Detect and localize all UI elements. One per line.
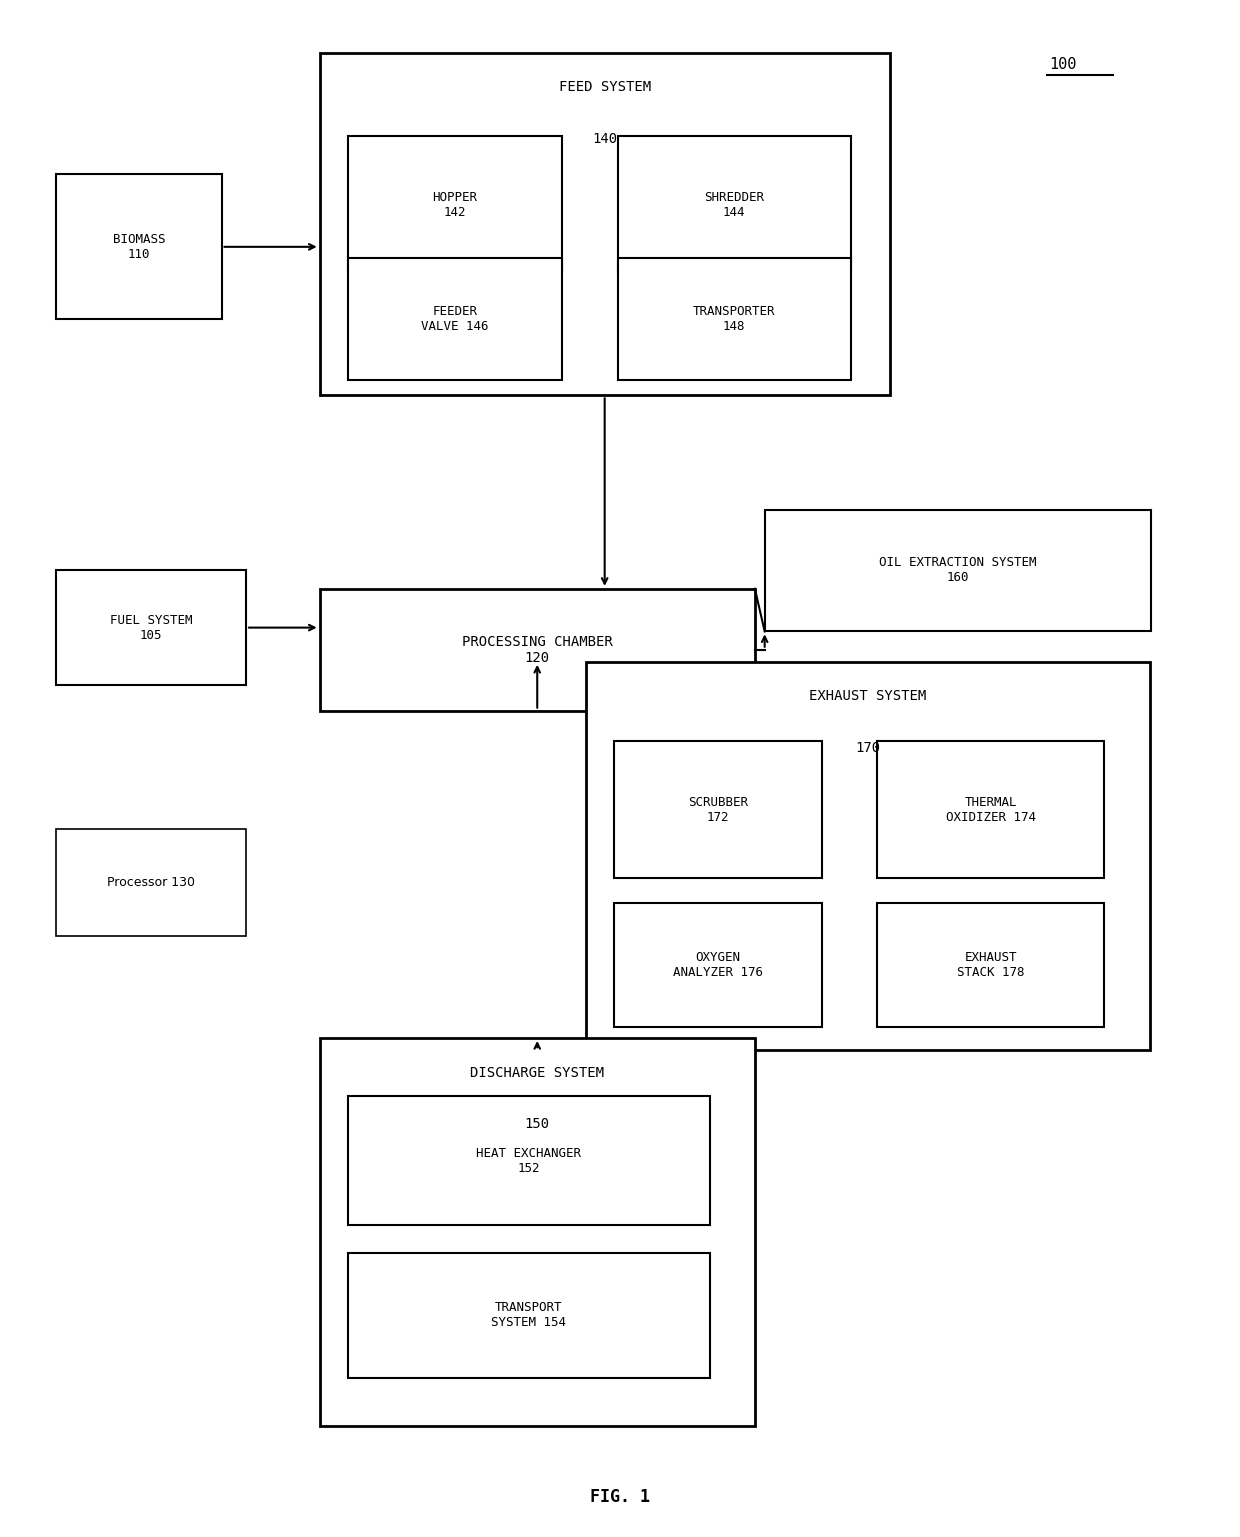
Bar [347, 1096, 709, 1225]
Text: Processor 130: Processor 130 [107, 876, 195, 890]
Text: FUEL SYSTEM
105: FUEL SYSTEM 105 [110, 613, 192, 641]
Bar [347, 137, 563, 274]
Bar [585, 662, 1149, 1050]
Text: DISCHARGE SYSTEM: DISCHARGE SYSTEM [470, 1065, 604, 1079]
Text: FEED SYSTEM: FEED SYSTEM [558, 80, 651, 94]
Bar [618, 137, 851, 274]
Text: FIG. 1: FIG. 1 [590, 1488, 650, 1506]
Bar [320, 52, 890, 395]
Text: EXHAUST
STACK 178: EXHAUST STACK 178 [957, 951, 1024, 979]
Text: 100: 100 [1049, 57, 1076, 72]
Text: BIOMASS
110: BIOMASS 110 [113, 232, 165, 261]
Text: EXHAUST SYSTEM: EXHAUST SYSTEM [808, 689, 926, 704]
Text: HOPPER
142: HOPPER 142 [433, 191, 477, 218]
Bar [878, 741, 1105, 878]
Text: SCRUBBER
172: SCRUBBER 172 [688, 796, 748, 824]
Text: 140: 140 [593, 132, 618, 146]
Bar [614, 902, 822, 1027]
Bar [56, 830, 246, 936]
Bar [878, 902, 1105, 1027]
Text: TRANSPORTER
148: TRANSPORTER 148 [693, 306, 775, 334]
Bar [765, 510, 1151, 632]
Text: 150: 150 [525, 1117, 549, 1131]
Bar [347, 258, 563, 380]
Bar [618, 258, 851, 380]
Bar [56, 175, 222, 320]
Text: THERMAL
OXIDIZER 174: THERMAL OXIDIZER 174 [946, 796, 1035, 824]
Text: SHREDDER
144: SHREDDER 144 [704, 191, 764, 218]
Bar [56, 570, 246, 684]
Bar [614, 741, 822, 878]
Text: OIL EXTRACTION SYSTEM
160: OIL EXTRACTION SYSTEM 160 [879, 556, 1037, 584]
Bar [347, 1253, 709, 1377]
Text: 170: 170 [856, 741, 880, 755]
Text: TRANSPORT
SYSTEM 154: TRANSPORT SYSTEM 154 [491, 1302, 567, 1330]
Bar [320, 1037, 755, 1426]
Text: OXYGEN
ANALYZER 176: OXYGEN ANALYZER 176 [673, 951, 763, 979]
Text: PROCESSING CHAMBER
120: PROCESSING CHAMBER 120 [461, 635, 613, 666]
Bar [320, 589, 755, 710]
Text: HEAT EXCHANGER
152: HEAT EXCHANGER 152 [476, 1147, 582, 1174]
Text: FEEDER
VALVE 146: FEEDER VALVE 146 [422, 306, 489, 334]
